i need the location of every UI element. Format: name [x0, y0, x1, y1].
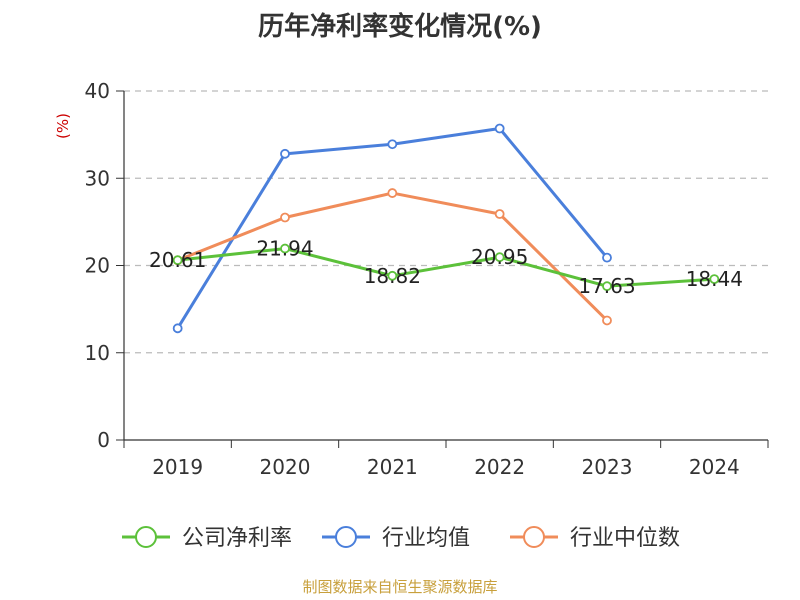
data-point	[280, 243, 290, 254]
x-tick-label: 2022	[474, 455, 525, 479]
x-tick-label: 2023	[582, 455, 633, 479]
y-tick-label: 0	[97, 428, 110, 452]
legend-label: 行业均值	[382, 526, 470, 551]
data-point	[172, 255, 183, 266]
legend-label: 行业中位数	[570, 526, 680, 551]
legend-marker	[335, 526, 357, 548]
legend: 公司净利率 行业均值 行业中位数	[122, 526, 680, 551]
data-label: 18.82	[364, 264, 421, 288]
data-label: 20.61	[149, 248, 206, 272]
y-tick-label: 30	[85, 166, 110, 190]
data-point	[602, 315, 612, 326]
data-point	[280, 148, 290, 159]
grid-lines	[124, 90, 768, 354]
data-label: 17.63	[578, 274, 635, 298]
data-point	[172, 323, 183, 334]
data-label: 21.94	[256, 237, 313, 261]
legend-marker	[135, 526, 157, 548]
data-labels: 20.61 21.94 18.82 20.95 17.63 18.44	[149, 237, 743, 299]
data-point	[494, 209, 505, 219]
y-tick-label: 20	[85, 254, 110, 278]
y-tick-label: 40	[85, 79, 110, 103]
data-point	[602, 281, 612, 292]
data-label: 20.95	[471, 245, 528, 269]
data-label: 18.44	[686, 267, 743, 291]
x-tick-label: 2021	[367, 455, 418, 479]
data-point	[387, 270, 398, 281]
data-point	[602, 252, 612, 263]
data-point	[709, 274, 720, 285]
x-tick-label: 2020	[260, 455, 311, 479]
series-line	[176, 127, 609, 330]
data-point	[280, 212, 290, 223]
source-note: 制图数据来自恒生聚源数据库	[302, 578, 498, 596]
x-tick-label: 2019	[152, 455, 203, 479]
data-point	[494, 123, 505, 134]
y-axis-title: (%)	[54, 113, 72, 139]
data-point	[494, 252, 505, 263]
series-line	[177, 247, 715, 288]
data-point	[387, 139, 398, 150]
data-point	[387, 188, 398, 198]
series-line	[177, 191, 609, 322]
y-tick-label: 10	[85, 341, 110, 365]
legend-label: 公司净利率	[182, 526, 292, 551]
series-lines	[172, 123, 720, 334]
x-tick-label: 2024	[689, 455, 740, 479]
legend-marker	[523, 526, 545, 548]
chart-title: 历年净利率变化情况(%)	[258, 12, 542, 42]
axes: 0 10 20 30 40 2019 2020 2021 2022 2023 2024	[85, 79, 769, 479]
